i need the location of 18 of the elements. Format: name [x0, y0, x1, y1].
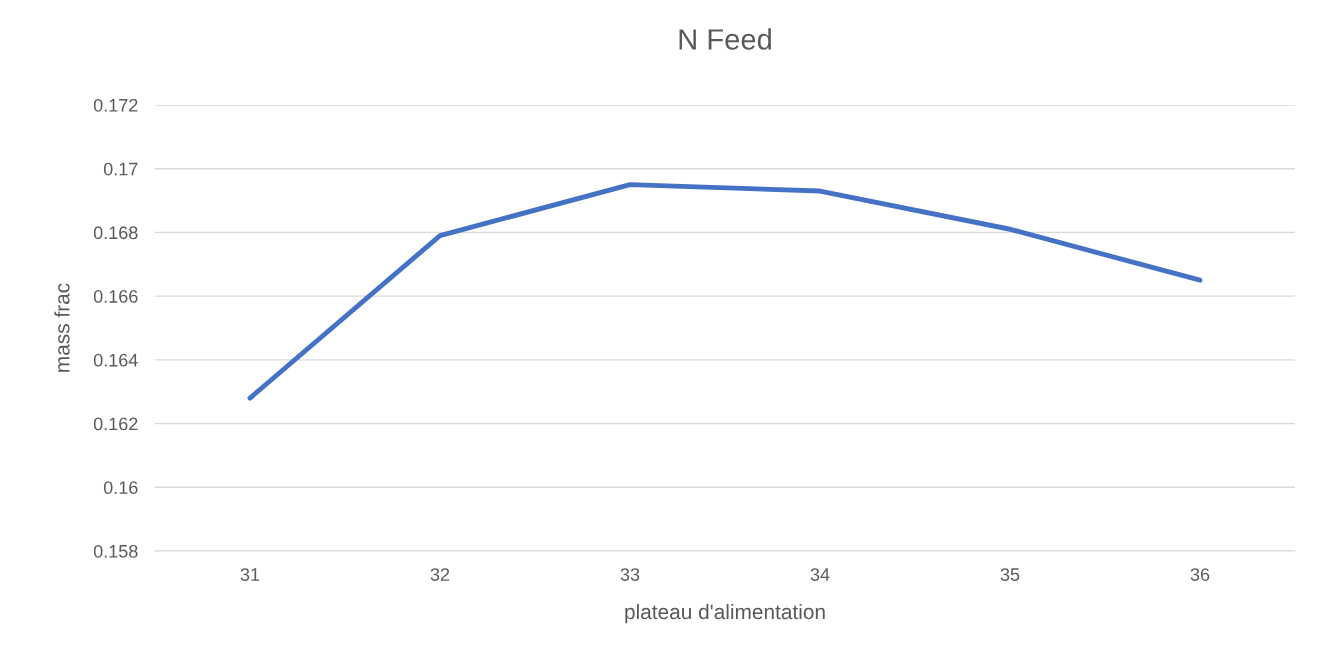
x-axis-title: plateau d'alimentation: [625, 603, 825, 624]
y-tick-label: 0.168: [93, 226, 138, 240]
x-tick-label: 33: [620, 568, 640, 581]
y-tick-label: 0.158: [93, 544, 138, 558]
y-tick-label: 0.166: [93, 290, 138, 303]
y-tick-label: 0.172: [93, 98, 138, 112]
x-tick-label: 35: [1000, 568, 1020, 581]
chart-title: N Feed: [679, 28, 771, 50]
y-tick-label: 0.164: [93, 353, 138, 367]
x-tick-label: 32: [430, 568, 450, 581]
x-tick-label: 31: [240, 568, 260, 581]
y-tick-label: 0.17: [103, 162, 138, 176]
y-tick-label: 0.16: [103, 481, 138, 495]
x-tick-label: 36: [1190, 568, 1210, 581]
line-series: [247, 182, 1203, 401]
y-axis-title: mass frac: [54, 283, 70, 372]
y-tick-label: 0.162: [93, 417, 138, 431]
x-tick-label: 34: [810, 568, 830, 581]
